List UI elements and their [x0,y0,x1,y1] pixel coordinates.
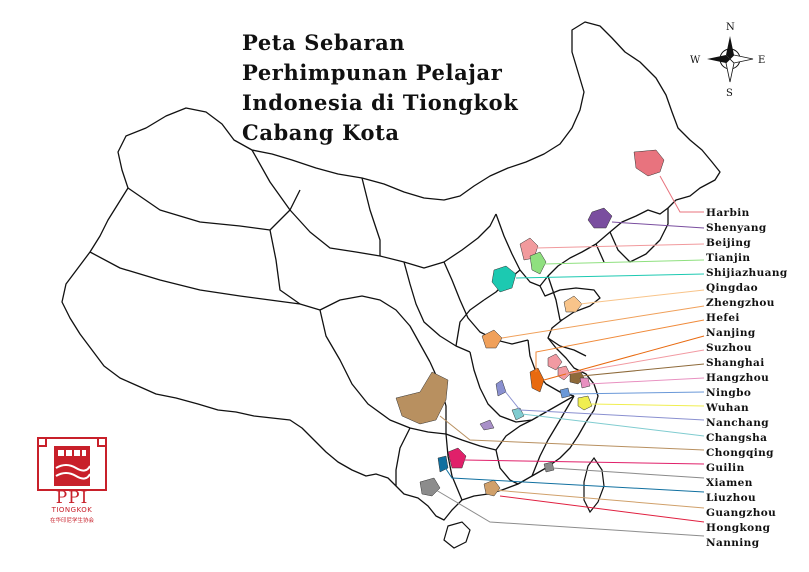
leader-guilin [463,459,705,465]
leader-shijiazhuang [515,273,705,279]
logo-emblem-icon [37,437,107,491]
leader-changsha [521,413,705,437]
region-suzhou[interactable] [557,365,571,381]
logo-tiongkok-text: TIONGKOK [51,506,93,514]
leader-harbin [659,175,704,213]
label-hongkong[interactable]: Hongkong [706,522,771,534]
taiwan-outline [583,456,605,514]
compass-e: E [758,55,765,66]
label-shanghai[interactable]: Shanghai [706,357,765,369]
leader-chongqing [439,415,705,451]
leader-beijing [535,243,705,249]
region-ningbo[interactable] [559,387,571,399]
leader-nanjing [543,335,705,381]
region-shenyang[interactable] [587,207,613,229]
label-beijing[interactable]: Beijing [706,237,751,249]
label-hangzhou[interactable]: Hangzhou [706,372,769,384]
title-line-1: Peta Sebaran [242,30,406,55]
leader-shanghai [581,363,705,377]
leader-qingdao [579,289,705,305]
label-zhengzhou[interactable]: Zhengzhou [706,297,775,309]
label-shenyang[interactable]: Shenyang [706,222,767,234]
label-liuzhou[interactable]: Liuzhou [706,492,756,504]
label-guangzhou[interactable]: Guangzhou [706,507,776,519]
label-guilin[interactable]: Guilin [706,462,745,474]
label-shijiazhuang[interactable]: Shijiazhuang [706,267,788,279]
region-zhengzhou[interactable] [481,329,503,349]
map-title: Peta Sebaran Perhimpunan Pelajar Indones… [242,28,518,148]
logo-ppi-text: PPI [55,488,89,508]
ppi-logo: PPI TIONGKOK 在华印尼学生协会 [36,436,108,528]
leader-hefei [535,319,705,372]
label-tianjin[interactable]: Tianjin [706,252,750,264]
title-line-3: Indonesia di Tiongkok [242,90,519,115]
title-line-2: Perhimpunan Pelajar [242,60,503,85]
leader-zhengzhou [501,305,705,339]
compass-rose-icon: N S E W [690,22,765,99]
title-line-4: Cabang Kota [242,120,400,145]
label-xiamen[interactable]: Xiamen [706,477,753,489]
leader-hongkong [499,495,705,523]
label-wuhan[interactable]: Wuhan [705,402,749,414]
leader-nanning [435,489,705,537]
leader-hangzhou [587,377,705,385]
label-changsha[interactable]: Changsha [706,432,767,444]
label-chongqing[interactable]: Chongqing [706,447,774,459]
region-tianjin[interactable] [529,251,547,275]
region-nanning[interactable] [419,477,441,497]
region-changsha-2[interactable] [479,419,495,431]
leader-xiamen [551,467,705,479]
compass-n: N [726,22,735,33]
compass-s: S [726,88,733,99]
leader-wuhan [589,403,705,407]
leader-suzhou [565,349,705,375]
region-shijiazhuang[interactable] [491,265,517,293]
label-suzhou[interactable]: Suzhou [706,342,752,354]
label-nanjing[interactable]: Nanjing [706,327,756,339]
region-wuhan[interactable] [577,395,593,411]
label-harbin[interactable]: Harbin [706,207,750,219]
city-labels: Harbin Shenyang Beijing Tianjin Shijiazh… [705,207,788,549]
region-hangzhou[interactable] [579,377,591,389]
region-guilin[interactable] [447,447,467,469]
leader-liuzhou [443,465,705,493]
region-nanchang[interactable] [495,379,507,397]
region-nanjing[interactable] [529,367,545,393]
region-xiamen[interactable] [543,461,555,473]
leader-guangzhou [493,489,705,509]
region-hefei[interactable] [547,353,563,371]
leader-shenyang [611,221,705,229]
city-regions [395,149,665,497]
label-qingdao[interactable]: Qingdao [706,282,758,294]
label-nanchang[interactable]: Nanchang [706,417,769,429]
label-nanning[interactable]: Nanning [706,537,760,549]
region-changsha[interactable] [511,407,525,421]
leader-lines [435,175,705,537]
logo-chinese-text: 在华印尼学生协会 [49,518,94,524]
label-ningbo[interactable]: Ningbo [706,387,751,399]
region-qingdao[interactable] [563,295,583,313]
hainan-outline [443,521,471,549]
leader-ningbo [567,391,705,395]
region-harbin[interactable] [633,149,665,177]
region-chongqing[interactable] [395,371,449,425]
compass-w: W [690,55,701,66]
label-hefei[interactable]: Hefei [706,312,740,324]
leader-tianjin [543,259,705,265]
region-guangzhou[interactable] [483,479,501,497]
leader-nanchang [503,389,705,421]
